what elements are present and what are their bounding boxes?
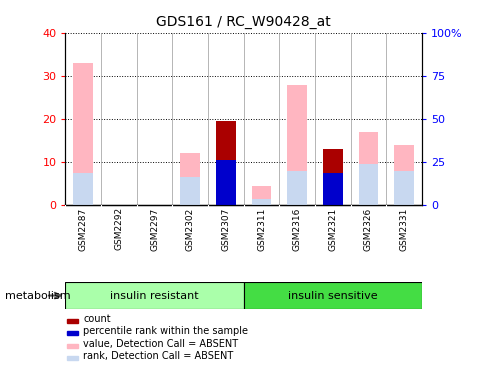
Bar (322, 149, 342, 205)
Bar (74, 63, 93, 205)
Bar (251, 186, 271, 205)
Text: metabolism: metabolism (5, 291, 70, 300)
Bar (67, 319, 78, 323)
Bar (393, 171, 413, 205)
Bar (74, 173, 93, 205)
Bar (287, 171, 306, 205)
Text: GSM2292: GSM2292 (114, 207, 123, 250)
Text: GSM2331: GSM2331 (399, 207, 408, 251)
Text: value, Detection Call = ABSENT: value, Detection Call = ABSENT (83, 339, 238, 349)
Bar (216, 121, 235, 205)
Text: rank, Detection Call = ABSENT: rank, Detection Call = ABSENT (83, 351, 233, 361)
Bar (67, 331, 78, 335)
Text: GSM2316: GSM2316 (292, 207, 301, 251)
Bar (216, 160, 235, 205)
Bar (65, 282, 243, 309)
Bar (393, 145, 413, 205)
Text: GSM2326: GSM2326 (363, 207, 372, 250)
Text: insulin sensitive: insulin sensitive (287, 291, 377, 300)
Bar (358, 132, 378, 205)
Bar (180, 177, 199, 205)
Bar (67, 344, 78, 348)
Text: percentile rank within the sample: percentile rank within the sample (83, 326, 248, 336)
Text: insulin resistant: insulin resistant (110, 291, 198, 300)
Bar (243, 282, 421, 309)
Text: GSM2307: GSM2307 (221, 207, 230, 251)
Text: GSM2302: GSM2302 (185, 207, 195, 250)
Text: GSM2311: GSM2311 (257, 207, 266, 251)
Bar (322, 173, 342, 205)
Text: GSM2287: GSM2287 (78, 207, 88, 250)
Text: GSM2297: GSM2297 (150, 207, 159, 250)
Bar (67, 356, 78, 360)
Bar (251, 198, 271, 205)
Bar (180, 153, 199, 205)
Bar (358, 164, 378, 205)
Title: GDS161 / RC_W90428_at: GDS161 / RC_W90428_at (156, 15, 331, 29)
Bar (287, 85, 306, 205)
Text: count: count (83, 314, 110, 324)
Text: GSM2321: GSM2321 (328, 207, 337, 250)
